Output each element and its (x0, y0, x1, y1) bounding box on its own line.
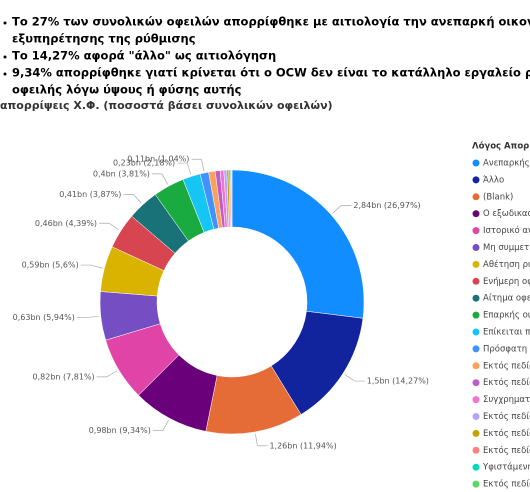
legend-title: Λόγος Απορρ (472, 141, 530, 152)
legend-label: Πρόσφατη ε (483, 343, 530, 354)
leader-line (99, 222, 120, 231)
legend-swatch (472, 193, 480, 201)
legend-swatch (472, 480, 480, 488)
legend-swatch (472, 176, 480, 184)
legend-swatch (472, 463, 480, 471)
legend-label: Ιστορικό αν (483, 225, 530, 236)
legend-label: Μη συμμετ (483, 243, 529, 253)
legend-swatch (472, 446, 480, 454)
legend-swatch (472, 413, 480, 420)
legend-label: Άλλο (483, 175, 504, 185)
legend-label: Ο εξωδικαστ (483, 209, 530, 219)
data-label: 0,63bn (5,94%) (13, 313, 75, 322)
data-label: 0,82bn (7,81%) (33, 372, 95, 381)
leader-line (177, 162, 192, 175)
legend-label: Συγχρηματο (483, 395, 530, 405)
legend-label: Ανεπαρκής ο (483, 159, 530, 169)
legend-label: Επαρκής οικ (483, 311, 530, 321)
data-label: 0,41bn (3,87%) (59, 190, 121, 199)
data-label: 0,23bn (2,18%) (113, 159, 175, 168)
bullet-text: εξυπηρέτησης της ρύθμισης (12, 32, 196, 46)
legend-label: Εκτός πεδίο (483, 411, 530, 422)
data-label: 0,46bn (4,39%) (35, 219, 97, 228)
data-label: 0,4bn (3,81%) (93, 169, 150, 178)
bullet-text: Το 14,27% αφορά "άλλο" ως αιτιολόγηση (12, 49, 276, 63)
legend-swatch (472, 277, 480, 285)
leader-line (96, 370, 118, 378)
leader-line (152, 419, 169, 431)
data-label: 0,98bn (9,34%) (89, 426, 151, 435)
data-label: 1,26bn (11,94%) (269, 441, 336, 450)
leader-line (191, 158, 205, 172)
legend-label: Αθέτηση ρυθ (483, 259, 530, 270)
legend-swatch (472, 429, 480, 437)
bullet-dot (3, 21, 7, 25)
leader-line (151, 173, 169, 185)
data-label: 0,59bn (5,6%) (22, 261, 79, 270)
legend-label: Εκτός πεδίο (483, 445, 530, 456)
bullet-dot (3, 72, 7, 76)
data-label: 0,11bn (1,04%) (127, 155, 189, 164)
legend-swatch (472, 362, 480, 370)
legend-swatch (472, 227, 480, 235)
slice (231, 169, 365, 319)
legend-label: Εκτός πεδίο (483, 479, 530, 490)
legend-label: Ενήμερη οφ (483, 277, 530, 287)
legend-swatch (472, 294, 480, 302)
legend-swatch (472, 159, 480, 167)
legend-label: Αίτημα οφει (483, 294, 530, 304)
legend-swatch (472, 260, 480, 268)
legend-label: Επίκειται πλ (483, 328, 530, 338)
legend-swatch (472, 396, 480, 404)
legend-label: Εκτός πεδίο (483, 377, 530, 388)
bullet-dot (3, 55, 7, 59)
legend-swatch (472, 244, 480, 251)
leader-line (123, 194, 142, 204)
leader-line (76, 315, 99, 318)
legend-label: (Blank) (483, 192, 513, 202)
legend-swatch (472, 311, 480, 319)
leader-line (344, 374, 365, 382)
slice (231, 169, 233, 228)
legend-label: Υφιστάμενη (482, 463, 530, 473)
legend-label: Εκτός πεδίο (483, 360, 530, 371)
bullet-text: Το 27% των συνολικών οφειλών απορρίφθηκε… (12, 15, 530, 29)
legend-swatch (472, 328, 480, 336)
legend-label: Εκτός πεδίο (483, 428, 530, 439)
chart-title: απορρίψεις Χ.Φ. (ποσοστά βάσει συνολικών… (0, 99, 333, 112)
leader-line (80, 264, 103, 269)
leader-line (255, 433, 268, 447)
data-label: 2,84bn (26,97%) (353, 201, 420, 210)
leader-line (332, 204, 352, 214)
bullet-text: οφειλής λόγω ύψους ή φύσης αυτής (12, 83, 242, 97)
data-label: 1,5bn (14,27%) (367, 377, 429, 386)
legend-swatch (472, 379, 480, 387)
legend-swatch (472, 210, 480, 218)
legend-swatch (472, 345, 480, 353)
bullet-text: 9,34% απορρίφθηκε γιατί κρίνεται ότι ο O… (12, 66, 530, 80)
